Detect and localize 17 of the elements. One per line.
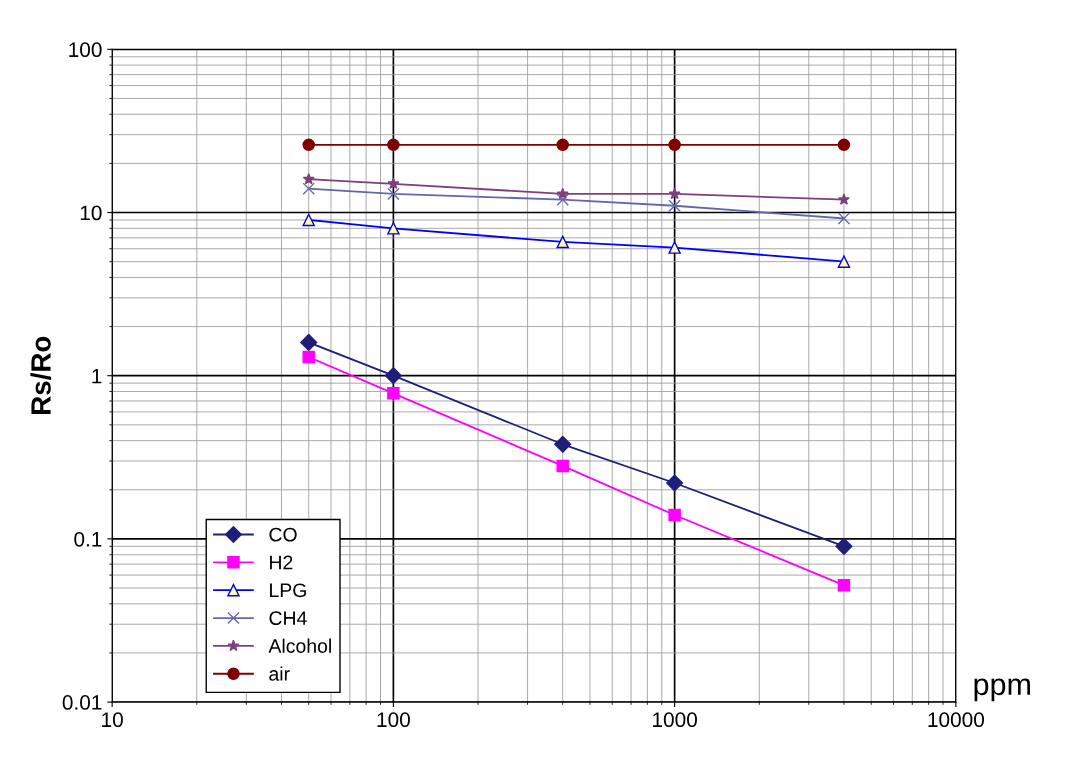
x-tick-label: 10000 (928, 712, 985, 728)
legend-label: CO (269, 527, 297, 542)
y-tick-label: 100 (69, 42, 102, 58)
legend-label: H2 (270, 555, 293, 570)
legend-label: CH4 (269, 611, 307, 626)
y-tick-label: 10 (80, 205, 102, 221)
legend-label: air (269, 666, 290, 681)
x-tick-label: 10 (102, 712, 123, 728)
y-axis-title: Rs/Ro (30, 336, 52, 414)
x-tick-label: 1000 (653, 712, 697, 728)
x-axis-title: ppm (974, 678, 1030, 702)
y-tick-label: 0.1 (74, 531, 102, 547)
legend-label: Alcohol (268, 638, 331, 653)
x-tick-label: 100 (377, 712, 410, 728)
y-tick-label: 1 (92, 368, 102, 384)
y-tick-label: 0.01 (62, 695, 102, 710)
legend-label: LPG (270, 583, 306, 598)
